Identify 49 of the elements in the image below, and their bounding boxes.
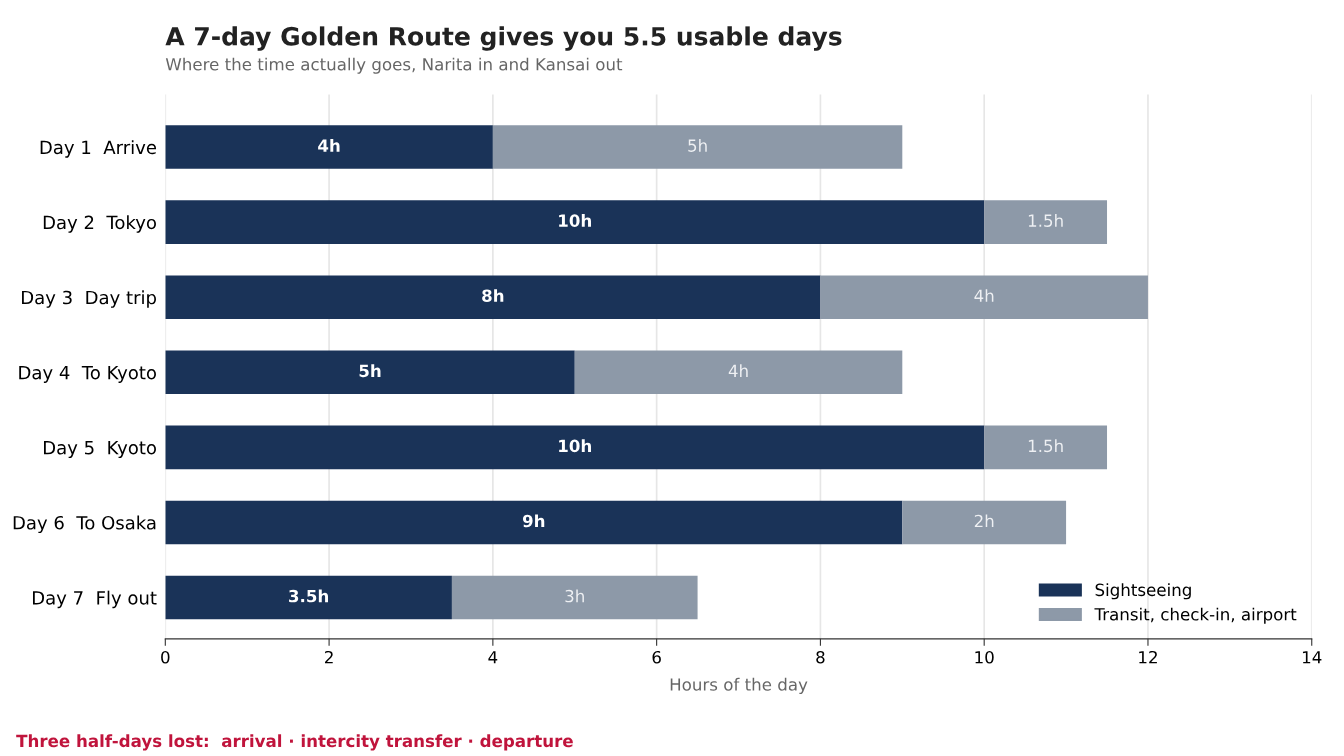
bar [165, 425, 985, 470]
x-tick-label: 8 [816, 650, 825, 664]
bar [165, 275, 821, 319]
data-label: 4h [728, 364, 748, 377]
data-label: 3.5h [289, 589, 329, 603]
y-tick-label: Day 5 Kyoto [44, 441, 156, 458]
data-label: 10h [559, 439, 591, 453]
bar [165, 200, 985, 244]
bar [492, 125, 903, 169]
y-tick-label: Day 3 Day trip [22, 290, 156, 308]
bar [574, 350, 903, 395]
x-tick-label: 14 [1302, 651, 1322, 664]
data-label: 1.5h [1028, 439, 1063, 453]
data-label: 1.5h [1028, 214, 1063, 227]
bar [984, 200, 1108, 244]
legend-label: Transit, check-in, airport [1094, 607, 1297, 624]
x-tick-label: 6 [652, 650, 661, 664]
data-label: 5h [688, 138, 707, 152]
data-label: 10h [559, 214, 591, 227]
y-tick-label: Day 2 Tokyo [43, 215, 156, 233]
chart-subtitle: Where the time actually goes, Narita in and Kansai out [165, 57, 623, 74]
data-label: 4h [318, 138, 340, 152]
x-axis-title: Hours of the day [670, 677, 808, 694]
legend-label: Sightseeing [1095, 583, 1191, 600]
data-label: 2h [974, 514, 994, 528]
data-label: 9h [522, 514, 545, 528]
bar [165, 125, 493, 169]
y-tick-label: Day 4 To Kyoto [19, 365, 156, 383]
bar [165, 350, 575, 395]
bar [165, 500, 903, 545]
data-label: 4h [974, 289, 994, 302]
bar [165, 575, 452, 620]
y-tick-label: Day 1 Arrive [40, 140, 157, 158]
x-tick-label: 2 [325, 650, 333, 664]
x-tick-label: 10 [975, 650, 994, 664]
chart-title: A 7-day Golden Route gives you 5.5 usable days [165, 26, 842, 51]
x-tick-label: 0 [161, 650, 170, 664]
bar [902, 500, 1067, 545]
bar [451, 575, 698, 620]
y-tick-label: Day 7 Fly out [33, 590, 157, 609]
x-tick-label: 4 [488, 651, 498, 664]
bar [820, 275, 1148, 319]
data-label: 8h [482, 289, 504, 303]
data-label: 5h [359, 364, 381, 378]
y-tick-label: Day 6 To Osaka [13, 515, 156, 534]
x-tick-label: 12 [1139, 650, 1157, 664]
bar [984, 425, 1108, 470]
text: Three half-days lost: arrival · intercity transfer · departure [16, 734, 573, 751]
data-label: 3h [565, 589, 584, 603]
